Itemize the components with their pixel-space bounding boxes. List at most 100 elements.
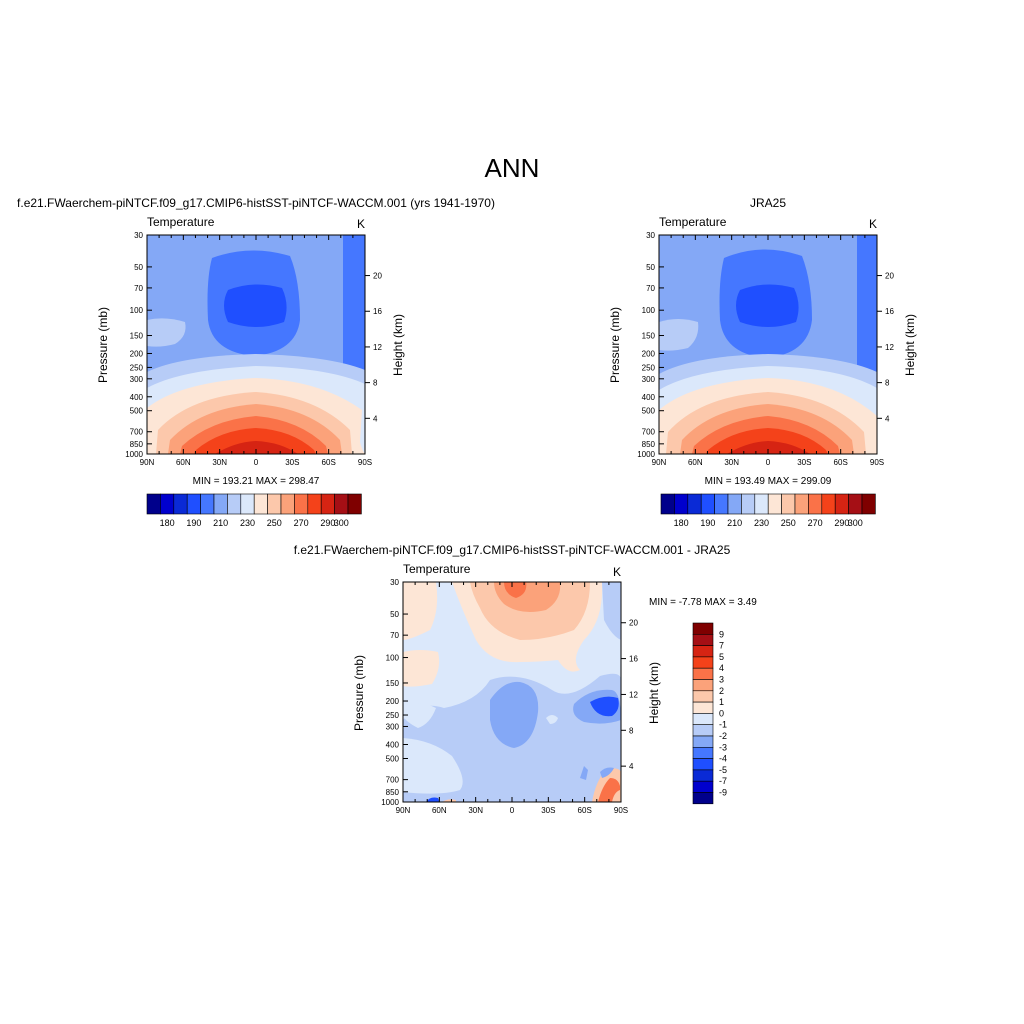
contour-fill <box>490 681 539 748</box>
colorbar-swatch <box>294 493 309 515</box>
colorbar-label: -5 <box>719 765 727 775</box>
y-axis-label: Pressure (mb) <box>608 307 622 383</box>
y-tick-label: 100 <box>386 654 400 663</box>
axes: 90N 60N 30N 0 30S 60S 90S 30 50 70 100 150 200 250 300… <box>381 578 638 815</box>
contour-fill <box>403 703 436 728</box>
colorbar-label: 5 <box>719 652 724 662</box>
x-tick-label: 60S <box>834 458 848 467</box>
colorbar-swatch <box>692 713 714 726</box>
colorbar-swatch <box>267 493 282 515</box>
x-tick-label: 30S <box>541 806 555 815</box>
colorbar-label: -3 <box>719 742 727 752</box>
contour-fill <box>343 235 365 377</box>
contour-fill <box>659 319 699 351</box>
y2-tick-label: 16 <box>373 307 382 316</box>
colorbar-swatch <box>692 701 714 714</box>
colorbar-label: 290 <box>320 518 335 528</box>
colorbar-label: 210 <box>213 518 228 528</box>
variable-label: Temperature <box>403 562 471 576</box>
colorbar-swatch <box>692 690 714 703</box>
y-tick-label: 1000 <box>637 450 655 459</box>
y-tick-label: 1000 <box>125 450 143 459</box>
colorbar-label: 210 <box>727 518 742 528</box>
y-tick-label: 300 <box>642 375 656 384</box>
colorbar-swatch <box>692 645 714 658</box>
colorbar-swatch <box>692 746 714 759</box>
y2-tick-label: 4 <box>373 414 378 423</box>
units-label: K <box>869 217 877 231</box>
contour-fill <box>403 738 463 794</box>
y-tick-label: 200 <box>130 349 144 358</box>
panel-diff: f.e21.FWaerchem-piNTCF.f09_g17.CMIP6-his… <box>294 543 758 815</box>
y-tick-label: 700 <box>130 428 144 437</box>
colorbar-label: 290 <box>834 518 849 528</box>
y-tick-label: 850 <box>130 440 144 449</box>
colorbar-swatch <box>227 493 242 515</box>
y-tick-label: 700 <box>386 776 400 785</box>
y-tick-label: 400 <box>130 393 144 402</box>
x-tick-label: 60N <box>176 458 191 467</box>
y2-axis-label: Height (km) <box>647 662 661 724</box>
y-tick-label: 250 <box>386 711 400 720</box>
colorbar-swatch <box>781 493 796 515</box>
axes: 90N 60N 30N 0 30S 60S 90S 30 50 70 100 150 200 250 300… <box>637 231 894 467</box>
contour-fill <box>602 582 621 640</box>
x-tick-label: 90S <box>614 806 628 815</box>
colorbar-label: -7 <box>719 776 727 786</box>
colorbar-label: -4 <box>719 754 727 764</box>
y-tick-label: 50 <box>390 610 399 619</box>
colorbar-label: 270 <box>294 518 309 528</box>
y-tick-label: 300 <box>130 375 144 384</box>
y-axis-label: Pressure (mb) <box>96 307 110 383</box>
y-tick-label: 150 <box>386 679 400 688</box>
x-tick-label: 30S <box>285 458 299 467</box>
contour-fill <box>504 582 527 598</box>
y-tick-label: 250 <box>130 363 144 372</box>
colorbar-label: 180 <box>674 518 689 528</box>
colorbar-swatch <box>334 493 349 515</box>
contour-fill <box>546 715 558 724</box>
contour-fill <box>403 650 440 687</box>
colorbar-swatch <box>173 493 188 515</box>
colorbar-label: 9 <box>719 629 724 639</box>
y-tick-label: 100 <box>130 306 144 315</box>
colorbar-label: 2 <box>719 686 724 696</box>
units-label: K <box>613 565 621 579</box>
x-tick-label: 90S <box>870 458 884 467</box>
y-tick-label: 150 <box>130 332 144 341</box>
contour-field <box>659 235 877 454</box>
colorbar-swatch <box>692 633 714 646</box>
contour-fill <box>736 284 799 327</box>
y-tick-label: 30 <box>134 231 143 240</box>
colorbar-swatch <box>714 493 729 515</box>
contour-fill <box>580 766 588 780</box>
contour-fill <box>224 284 287 327</box>
colorbar-label: 190 <box>186 518 201 528</box>
x-tick-label: 90N <box>396 806 411 815</box>
y-tick-label: 70 <box>390 631 399 640</box>
colorbar-swatch <box>692 656 714 669</box>
y2-tick-label: 12 <box>885 343 894 352</box>
colorbar-swatch <box>794 493 809 515</box>
contour-fill <box>727 441 810 454</box>
y-tick-label: 700 <box>642 428 656 437</box>
y-tick-label: 1000 <box>381 798 399 807</box>
y2-tick-label: 20 <box>629 619 638 628</box>
x-tick-label: 90N <box>652 458 667 467</box>
x-tick-label: 0 <box>254 458 259 467</box>
y-tick-label: 70 <box>646 284 655 293</box>
y2-tick-label: 12 <box>373 343 382 352</box>
colorbar-swatch <box>727 493 742 515</box>
colorbar-swatch <box>808 493 823 515</box>
colorbar-label: 190 <box>700 518 715 528</box>
x-tick-label: 0 <box>766 458 771 467</box>
colorbar-swatch <box>320 493 335 515</box>
y-tick-label: 850 <box>642 440 656 449</box>
contour-field <box>403 582 621 802</box>
y2-tick-label: 16 <box>885 307 894 316</box>
y-tick-label: 200 <box>642 349 656 358</box>
colorbar-swatch <box>821 493 836 515</box>
